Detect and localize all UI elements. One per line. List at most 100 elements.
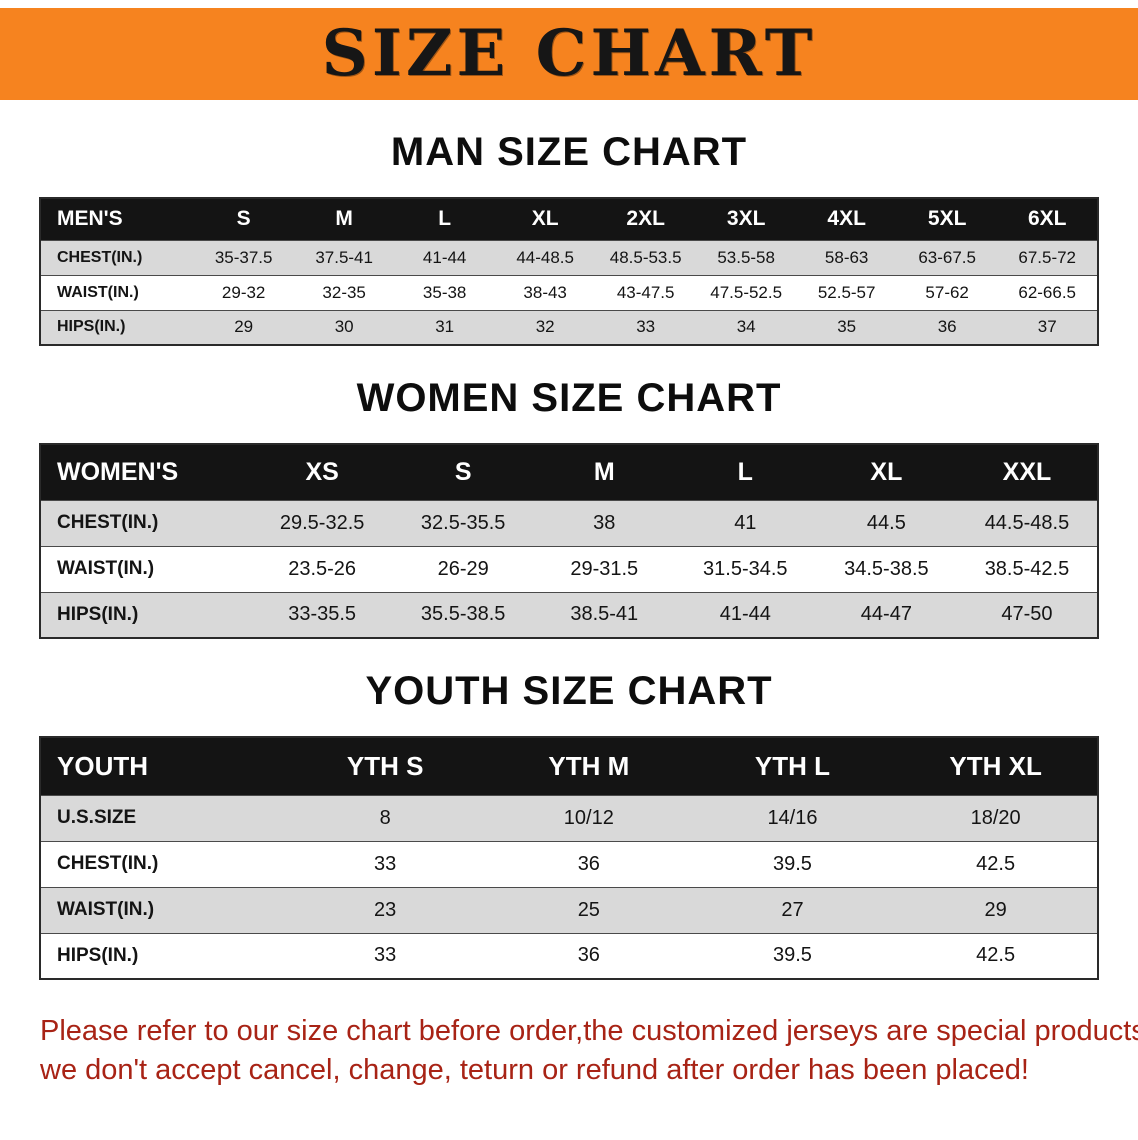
size-column-header: 4XL bbox=[796, 198, 897, 240]
table-row: HIPS(IN.) 33 36 39.5 42.5 bbox=[40, 933, 1098, 979]
row-label: WAIST(IN.) bbox=[57, 283, 139, 301]
cell-value: 35.5-38.5 bbox=[420, 603, 506, 626]
size-column-header: XL bbox=[494, 198, 596, 240]
cell-value: 35 bbox=[837, 317, 857, 337]
size-column-header: S bbox=[193, 198, 294, 240]
section-youth: YOUTH SIZE CHART YOUTH YTH S YTH M YTH L YTH… bbox=[0, 669, 1138, 980]
cell-value: 32 bbox=[535, 317, 555, 337]
women-size-table: WOMEN'S XS S M L XL XXL CHEST(IN.) 29.5-32.5 32.5… bbox=[39, 443, 1099, 639]
cell-value: 31.5-34.5 bbox=[703, 557, 788, 580]
row-label: HIPS(IN.) bbox=[57, 944, 139, 966]
section-men: MAN SIZE CHART MEN'S S M L XL 2XL 3XL 4XL 5XL 6XL… bbox=[0, 130, 1138, 346]
cell-value: 36 bbox=[577, 944, 600, 967]
cell-value: 35-37.5 bbox=[214, 247, 273, 267]
row-label-header: MEN'S bbox=[40, 198, 194, 240]
table-row: WAIST(IN.) 23 25 27 29 bbox=[40, 887, 1098, 933]
cell-value: 39.5 bbox=[773, 852, 812, 875]
size-column-header: XL bbox=[815, 444, 957, 500]
table-row: CHEST(IN.) 29.5-32.5 32.5-35.5 38 41 44.5 44.5… bbox=[40, 500, 1098, 546]
table-row: HIPS(IN.) 33-35.5 35.5-38.5 38.5-41 41-44 44-… bbox=[40, 592, 1098, 638]
table-row: WAIST(IN.) 29-32 32-35 35-38 38-43 43-47.5 47.… bbox=[40, 275, 1098, 310]
youth-size-table: YOUTH YTH S YTH M YTH L YTH XL U.S.SIZE 8 10/12… bbox=[39, 736, 1099, 980]
women-section-heading: WOMEN SIZE CHART bbox=[356, 376, 782, 420]
cell-value: 42.5 bbox=[976, 944, 1016, 967]
size-column-header: L bbox=[674, 444, 816, 500]
cell-value: 29-32 bbox=[221, 282, 266, 302]
cell-value: 35-38 bbox=[422, 282, 467, 302]
cell-value: 37.5-41 bbox=[315, 247, 373, 267]
size-column-header: YTH M bbox=[486, 737, 691, 795]
size-column-header: 2XL bbox=[595, 198, 696, 240]
table-row: CHEST(IN.) 33 36 39.5 42.5 bbox=[40, 841, 1098, 887]
cell-value: 38.5-41 bbox=[570, 603, 639, 626]
cell-value: 36 bbox=[937, 317, 957, 337]
note-line-2: we don't accept cancel, change, teturn o… bbox=[40, 1054, 1029, 1087]
cell-value: 32.5-35.5 bbox=[420, 511, 506, 534]
size-column-header: 6XL bbox=[997, 198, 1098, 240]
men-section-heading: MAN SIZE CHART bbox=[390, 130, 748, 174]
cell-value: 58-63 bbox=[824, 247, 869, 267]
cell-value: 23.5-26 bbox=[288, 557, 357, 580]
size-column-header: S bbox=[392, 444, 534, 500]
cell-value: 39.5 bbox=[773, 944, 812, 967]
table-row: CHEST(IN.) 35-37.5 37.5-41 41-44 44-48.5 48.5… bbox=[40, 240, 1098, 275]
cell-value: 47.5-52.5 bbox=[710, 282, 783, 302]
cell-value: 44.5 bbox=[866, 511, 906, 534]
cell-value: 29.5-32.5 bbox=[279, 511, 365, 534]
row-label: CHEST(IN.) bbox=[57, 512, 159, 533]
cell-value: 44.5-48.5 bbox=[984, 511, 1070, 534]
row-label: WAIST(IN.) bbox=[57, 558, 155, 579]
row-label: WAIST(IN.) bbox=[57, 899, 155, 920]
cell-value: 48.5-53.5 bbox=[609, 247, 682, 267]
cell-value: 33 bbox=[374, 944, 397, 967]
row-label: HIPS(IN.) bbox=[57, 603, 139, 625]
cell-value: 34.5-38.5 bbox=[844, 557, 929, 580]
table-row: HIPS(IN.) 29 30 31 32 33 34 35 36 37 bbox=[40, 310, 1098, 345]
cell-value: 27 bbox=[781, 898, 804, 921]
cell-value: 25 bbox=[577, 898, 600, 921]
size-column-header: M bbox=[533, 444, 675, 500]
banner: SIZE CHART bbox=[0, 8, 1138, 100]
cell-value: 33 bbox=[374, 852, 397, 875]
cell-value: 26-29 bbox=[437, 557, 489, 580]
cell-value: 33 bbox=[636, 317, 656, 337]
note-line-1: Please refer to our size chart before or… bbox=[40, 1015, 1138, 1047]
header-row: MEN'S S M L XL 2XL 3XL 4XL 5XL 6XL bbox=[40, 198, 1098, 240]
cell-value: 63-67.5 bbox=[918, 247, 976, 267]
cell-value: 38.5-42.5 bbox=[984, 557, 1070, 580]
size-column-header: 5XL bbox=[896, 198, 998, 240]
size-column-header: XS bbox=[251, 444, 393, 500]
size-column-header: XXL bbox=[956, 444, 1098, 500]
size-column-header: YTH L bbox=[690, 737, 895, 795]
cell-value: 8 bbox=[379, 806, 391, 829]
size-chart-page: SIZE CHART MAN SIZE CHART MEN'S S M L XL 2XL 3… bbox=[0, 8, 1138, 1090]
cell-value: 41 bbox=[734, 511, 757, 534]
cell-value: 10/12 bbox=[563, 806, 614, 829]
cell-value: 43-47.5 bbox=[616, 282, 675, 302]
cell-value: 29-31.5 bbox=[570, 557, 639, 580]
cell-value: 41-44 bbox=[719, 603, 771, 626]
row-label: HIPS(IN.) bbox=[57, 318, 126, 336]
section-women: WOMEN SIZE CHART WOMEN'S XS S M L XL XXL CHEST(… bbox=[0, 376, 1138, 639]
cell-value: 30 bbox=[334, 317, 354, 337]
cell-value: 67.5-72 bbox=[1018, 247, 1077, 267]
cell-value: 38 bbox=[593, 511, 616, 534]
cell-value: 37 bbox=[1037, 317, 1057, 337]
cell-value: 47-50 bbox=[1001, 603, 1053, 626]
table-row: U.S.SIZE 8 10/12 14/16 18/20 bbox=[40, 795, 1098, 841]
row-label: CHEST(IN.) bbox=[57, 248, 143, 266]
men-size-table: MEN'S S M L XL 2XL 3XL 4XL 5XL 6XL CHEST(IN.) 35-37… bbox=[39, 197, 1099, 346]
cell-value: 44-47 bbox=[860, 603, 912, 626]
cell-value: 29 bbox=[234, 317, 254, 337]
cell-value: 62-66.5 bbox=[1018, 282, 1077, 302]
cell-value: 41-44 bbox=[422, 247, 467, 267]
cell-value: 42.5 bbox=[976, 852, 1016, 875]
header-row: YOUTH YTH S YTH M YTH L YTH XL bbox=[40, 737, 1098, 795]
size-column-header: L bbox=[394, 198, 495, 240]
row-label: CHEST(IN.) bbox=[57, 853, 159, 874]
size-column-header: YTH XL bbox=[894, 737, 1098, 795]
page-title: SIZE CHART bbox=[321, 16, 817, 91]
cell-value: 33-35.5 bbox=[288, 603, 357, 626]
cell-value: 14/16 bbox=[767, 806, 818, 829]
row-label-header: WOMEN'S bbox=[40, 444, 252, 500]
